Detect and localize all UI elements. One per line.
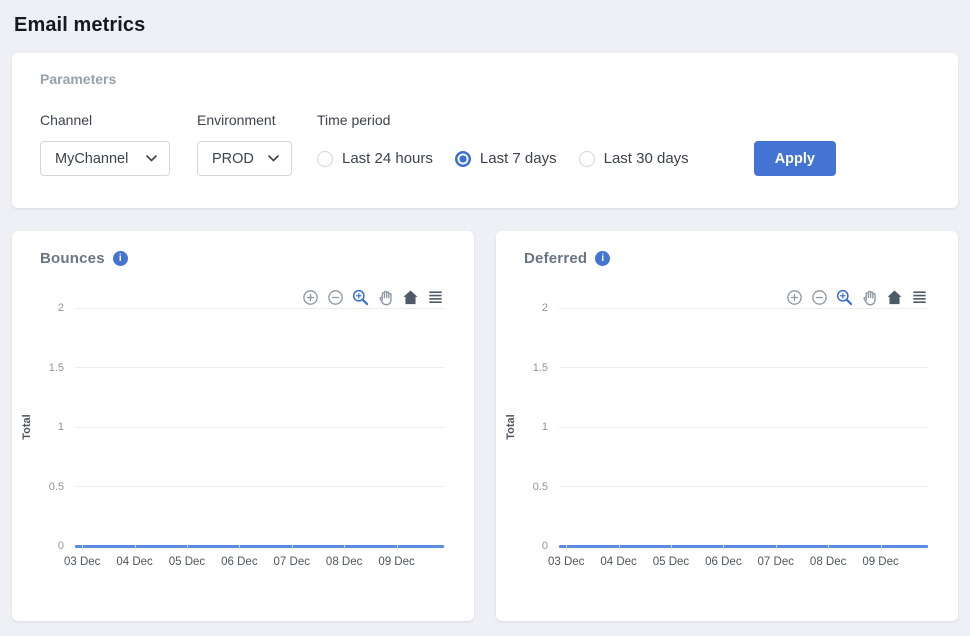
y-tick: 0 <box>541 540 548 552</box>
chart-grid: Total 2 1.5 1 0.5 0 <box>505 302 928 552</box>
channel-select-value: MyChannel <box>55 150 129 167</box>
x-tick: 06 Dec <box>697 545 749 568</box>
chevron-down-icon <box>268 155 279 162</box>
y-tick: 0.5 <box>48 480 64 493</box>
x-tick: 09 Dec <box>854 545 906 568</box>
y-tick: 0.5 <box>532 480 548 493</box>
y-tick: 2 <box>541 302 548 314</box>
time-period-label: Time period <box>317 112 391 128</box>
radio-circle[interactable] <box>317 150 333 167</box>
gridline <box>559 426 928 428</box>
environment-select[interactable]: PROD <box>197 141 292 176</box>
y-tick: 1.5 <box>532 361 548 374</box>
info-icon[interactable]: i <box>595 251 611 266</box>
x-tick: 04 Dec <box>592 545 644 568</box>
page: Email metrics Parameters Channel MyChann… <box>12 14 958 621</box>
radio-last-7-days[interactable]: Last 7 days <box>454 150 557 167</box>
radio-label: Last 30 days <box>603 150 689 167</box>
chart-header: Deferred i <box>496 231 958 267</box>
chart-header: Bounces i <box>12 231 474 267</box>
gridline <box>559 307 928 309</box>
parameters-heading: Parameters <box>40 71 117 87</box>
x-tick: 06 Dec <box>213 545 265 568</box>
radio-label: Last 7 days <box>479 150 557 167</box>
x-tick: 08 Dec <box>802 545 854 568</box>
gridline <box>75 367 444 368</box>
environment-select-value: PROD <box>212 150 254 167</box>
x-tick: 03 Dec <box>56 545 108 568</box>
radio-last-30-days[interactable]: Last 30 days <box>578 150 689 167</box>
x-tick: 08 Dec <box>318 545 370 568</box>
charts-row: Bounces i Total 2 1.5 1 0.5 0 <box>12 231 958 621</box>
radio-label: Last 24 hours <box>342 150 433 167</box>
parameters-panel: Parameters Channel MyChannel Environment… <box>12 53 958 208</box>
x-tick: 05 Dec <box>161 545 213 568</box>
page-title: Email metrics <box>14 14 146 36</box>
y-tick: 1.5 <box>48 361 64 374</box>
channel-field: Channel MyChannel <box>40 112 170 176</box>
parameters-fields-row: Channel MyChannel Environment PROD Time … <box>40 112 930 176</box>
y-tick: 0 <box>57 540 64 552</box>
y-tick: 1 <box>541 421 548 433</box>
info-icon[interactable]: i <box>112 251 128 266</box>
chart-title: Bounces <box>40 250 105 267</box>
environment-label: Environment <box>197 112 276 128</box>
x-tick: 04 Dec <box>108 545 160 568</box>
chart-title: Deferred <box>524 250 588 267</box>
data-series-line <box>559 544 928 548</box>
x-tick: 05 Dec <box>645 545 697 568</box>
channel-select[interactable]: MyChannel <box>40 141 170 176</box>
y-tick: 2 <box>57 302 64 314</box>
time-period-field: Time period Last 24 hours Last 7 days La… <box>317 112 711 176</box>
chevron-down-icon <box>146 155 157 162</box>
apply-button[interactable]: Apply <box>753 141 836 176</box>
deferred-chart-card: Deferred i Total 2 1.5 1 0.5 0 <box>496 231 958 621</box>
chart-plot-area[interactable]: Total 2 1.5 1 0.5 0 03 Dec 04 Dec 05 Dec… <box>21 302 444 568</box>
chart-plot-area[interactable]: Total 2 1.5 1 0.5 0 03 Dec 04 Dec 05 Dec… <box>505 302 928 568</box>
radio-circle[interactable] <box>578 150 595 167</box>
bounces-chart-card: Bounces i Total 2 1.5 1 0.5 0 <box>12 231 474 621</box>
gridline <box>75 486 444 487</box>
channel-label: Channel <box>40 112 93 128</box>
x-tick: 03 Dec <box>540 545 592 568</box>
x-tick: 07 Dec <box>266 545 318 568</box>
gridline <box>75 426 444 428</box>
y-tick: 1 <box>57 421 64 433</box>
gridline <box>559 486 928 487</box>
x-axis-labels: 03 Dec 04 Dec 05 Dec 06 Dec 07 Dec 08 De… <box>32 545 444 568</box>
radio-circle[interactable] <box>454 150 471 167</box>
chart-grid: Total 2 1.5 1 0.5 0 <box>21 302 444 552</box>
gridline <box>559 367 928 368</box>
x-tick: 09 Dec <box>370 545 422 568</box>
radio-last-24-hours[interactable]: Last 24 hours <box>317 150 433 167</box>
time-period-options: Last 24 hours Last 7 days Last 30 days <box>317 141 711 176</box>
environment-field: Environment PROD <box>197 112 292 176</box>
gridline <box>75 307 444 309</box>
x-axis-labels: 03 Dec 04 Dec 05 Dec 06 Dec 07 Dec 08 De… <box>516 545 928 568</box>
data-series-line <box>75 544 444 548</box>
x-tick: 07 Dec <box>750 545 802 568</box>
